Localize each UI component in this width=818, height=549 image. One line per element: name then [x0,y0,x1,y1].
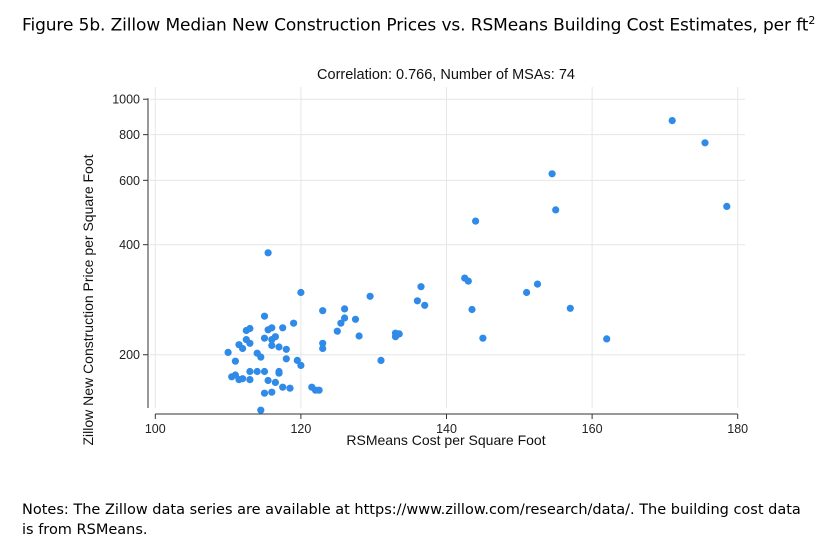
data-point [246,367,254,376]
data-point [246,376,254,384]
data-point [395,330,403,338]
data-point [413,297,421,305]
data-point [260,367,269,376]
data-point [282,345,290,353]
data-point [355,332,363,340]
x-tick-label: 180 [727,422,748,436]
data-point [566,304,574,312]
grid-lines [150,87,745,408]
data-point [275,367,283,376]
data-point [253,367,261,376]
data-point [275,343,283,351]
data-point [315,386,323,394]
y-tick-label: 600 [119,174,140,188]
x-axis-label: RSMeans Cost per Square Foot [346,432,545,448]
chart-title: Correlation: 0.766, Number of MSAs: 74 [317,67,575,83]
data-point [268,341,276,350]
data-point [319,307,327,315]
data-point [257,406,265,414]
data-point [351,315,360,323]
data-point [603,335,611,343]
data-point [533,280,542,288]
data-point [341,305,349,313]
y-tick-label: 1000 [112,93,140,107]
axes: 200 400 600 800 1000 100 120 140 160 180 [112,93,748,436]
data-point [421,301,429,309]
data-point [701,139,709,147]
data-points [224,117,731,414]
data-point [479,334,487,342]
data-point [297,288,305,297]
data-point [290,319,298,327]
data-point [297,361,305,369]
y-tick-label: 400 [119,238,140,252]
data-point [231,357,239,365]
data-point [293,356,301,364]
data-point [260,389,269,397]
data-point [548,170,556,178]
data-point [271,378,279,386]
data-point [468,305,476,314]
data-point [337,319,345,327]
data-point [239,344,247,353]
data-point [319,344,327,353]
data-point [260,312,269,320]
y-tick-label: 800 [119,128,140,142]
data-point [552,206,560,214]
data-point [264,376,272,385]
data-point [723,202,731,210]
y-axis-label: Zillow New Construction Price per Square… [80,154,96,445]
data-point [246,324,254,333]
data-point [279,383,287,391]
data-point [260,334,269,342]
data-point [523,288,531,297]
data-point [246,339,254,347]
data-point [268,388,276,396]
figure-notes: Notes: The Zillow data series are availa… [22,502,801,538]
data-point [333,327,341,335]
figure-title: Figure 5b. Zillow Median New Constructio… [22,14,815,36]
x-tick-label: 100 [145,422,166,436]
scatter-chart: Correlation: 0.766, Number of MSAs: 74 2… [80,67,748,448]
y-tick-label: 200 [119,348,140,362]
data-point [264,249,272,257]
data-point [286,384,294,392]
x-tick-label: 160 [582,422,603,436]
data-point [668,117,676,125]
figure-title-text: Figure 5b. Zillow Median New Constructio… [22,15,809,36]
data-point [279,324,287,332]
data-point [271,333,279,341]
data-point [464,277,472,285]
figure-title-superscript: 2 [808,14,816,27]
data-point [417,283,425,291]
data-point [239,375,247,383]
data-point [224,348,232,356]
data-point [282,355,290,363]
data-point [377,356,385,364]
x-tick-label: 140 [436,422,457,436]
data-point [341,314,349,322]
data-point [366,292,374,300]
data-point [472,217,480,225]
data-point [319,339,327,347]
data-point [268,324,276,332]
x-tick-label: 120 [290,422,311,436]
data-point [257,353,265,361]
